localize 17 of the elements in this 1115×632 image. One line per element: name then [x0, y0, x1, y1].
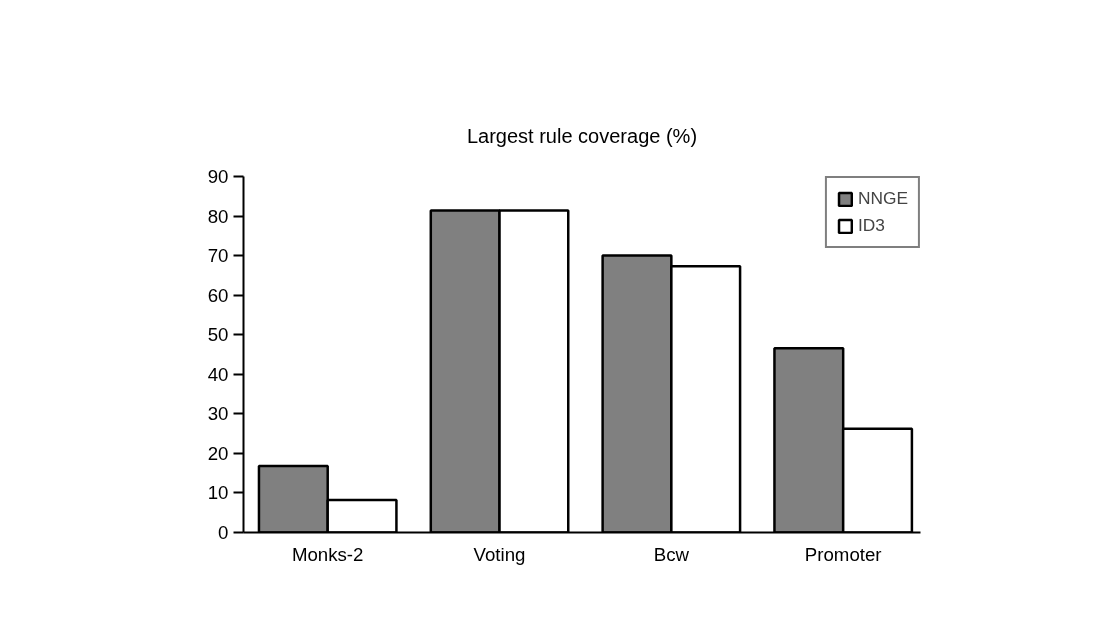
y-tick-label: 70: [207, 245, 229, 267]
y-tick-label: 60: [207, 284, 229, 306]
y-tick-label: 90: [207, 166, 229, 187]
x-tick-label: Bcw: [653, 543, 690, 565]
y-tick-label: 40: [207, 363, 229, 385]
x-tick-label: Monks-2: [291, 543, 364, 565]
x-tick-label: Voting: [473, 543, 526, 565]
y-tick-label: 10: [207, 482, 229, 504]
chart-title: Largest rule coverage (%): [466, 124, 698, 147]
y-tick-label: 80: [207, 205, 229, 227]
legend-label: ID3: [857, 215, 885, 236]
y-tick-label: 30: [207, 403, 229, 425]
legend-label: NNGE: [857, 188, 908, 209]
y-tick-label: 0: [218, 522, 229, 543]
y-tick-label: 20: [207, 442, 229, 464]
y-tick-label: 50: [207, 324, 229, 346]
x-tick-label: Promoter: [804, 543, 882, 565]
